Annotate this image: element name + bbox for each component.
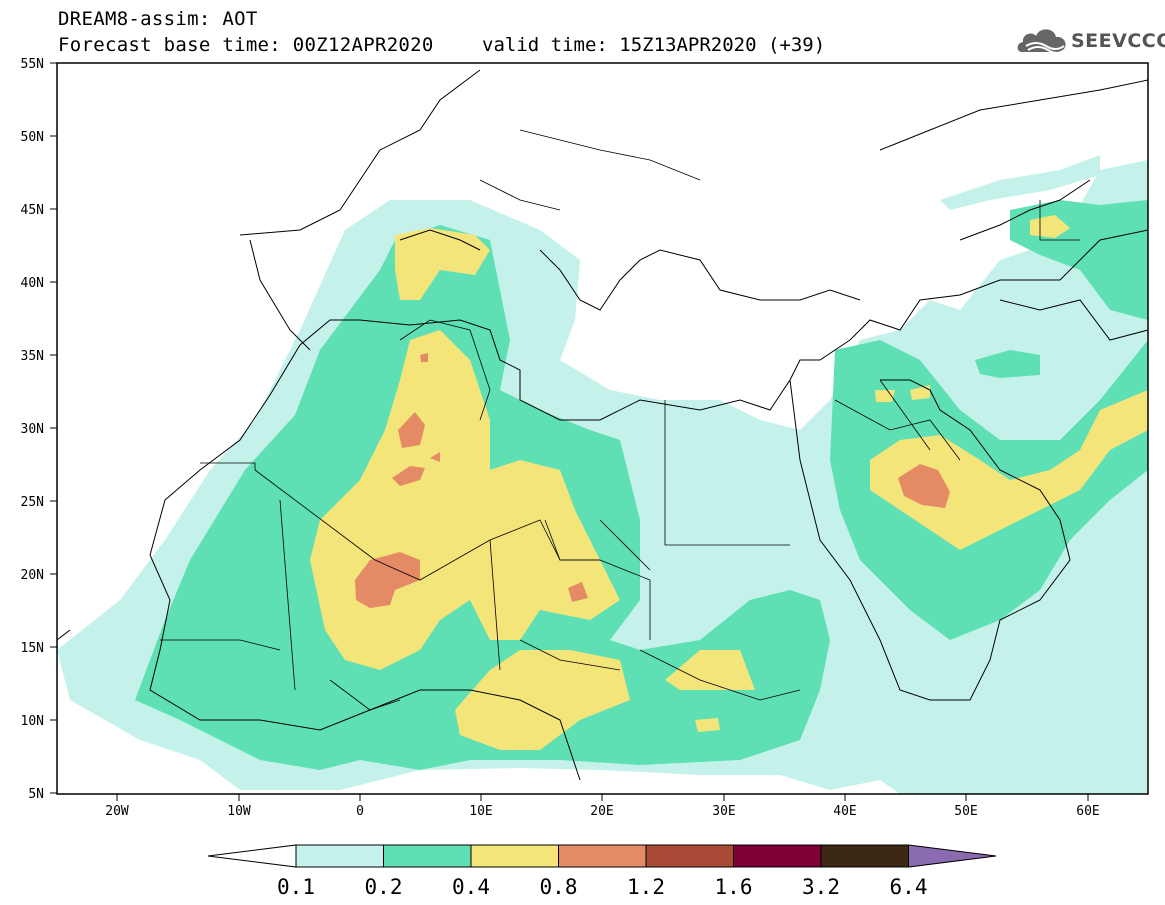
lon-label: 10W	[227, 804, 251, 819]
lon-label: 60E	[1076, 804, 1099, 819]
lon-label: 50E	[954, 804, 977, 819]
colorbar-label: 0.4	[452, 875, 490, 899]
colorbar-swatch	[733, 844, 822, 868]
colorbar: 0.1 0.2 0.4 0.8 1.2 1.6 3.2 6.4	[207, 844, 997, 899]
colorbar-swatch	[207, 844, 297, 868]
lat-label: 40N	[21, 276, 44, 291]
lon-axis: 20W 10W 0 10E 20E 30E 40E 50E 60E	[105, 794, 1100, 819]
lat-label: 30N	[21, 422, 44, 437]
lon-label: 0	[356, 804, 364, 819]
aot-field	[57, 155, 1148, 794]
logo-text: SEEVCCC	[1071, 30, 1165, 52]
lat-label: 15N	[21, 641, 44, 656]
lon-label: 40E	[833, 804, 856, 819]
colorbar-label: 6.4	[890, 875, 928, 899]
aot-level-0.8	[355, 353, 950, 608]
lat-label: 35N	[21, 349, 44, 364]
valid-time: valid time: 15Z13APR2020 (+39)	[482, 34, 826, 56]
lat-label: 45N	[21, 203, 44, 218]
lat-label: 5N	[28, 787, 44, 802]
colorbar-label: 1.2	[627, 875, 665, 899]
lat-label: 50N	[21, 130, 44, 145]
colorbar-label: 0.8	[540, 875, 578, 899]
colorbar-swatch	[908, 844, 997, 868]
lat-label: 25N	[21, 495, 44, 510]
coastlines	[57, 69, 1148, 781]
lon-label: 30E	[712, 804, 735, 819]
colorbar-label: 1.6	[715, 875, 753, 899]
colorbar-label: 0.1	[277, 875, 315, 899]
colorbar-swatch	[470, 844, 559, 868]
colorbar-label: 3.2	[802, 875, 840, 899]
lat-axis: 55N 50N 45N 40N 35N 30N 25N 20N 15N 10N …	[21, 57, 57, 802]
colorbar-swatch	[295, 844, 384, 868]
lon-label: 20W	[105, 804, 129, 819]
colorbar-swatch	[820, 844, 909, 868]
cloud-icon	[1017, 29, 1066, 54]
lon-label: 20E	[590, 804, 613, 819]
country-borders	[160, 129, 1080, 711]
forecast-base-time: Forecast base time: 00Z12APR2020	[58, 34, 434, 56]
lon-label: 10E	[469, 804, 492, 819]
colorbar-label: 0.2	[365, 875, 403, 899]
lat-label: 55N	[21, 57, 44, 72]
seevccc-logo: SEEVCCC	[1016, 24, 1165, 58]
map-title: DREAM8-assim: AOT	[58, 8, 258, 30]
colorbar-swatch	[558, 844, 647, 868]
lat-label: 10N	[21, 714, 44, 729]
colorbar-swatch	[645, 844, 734, 868]
lat-label: 20N	[21, 568, 44, 583]
colorbar-swatch	[383, 844, 472, 868]
